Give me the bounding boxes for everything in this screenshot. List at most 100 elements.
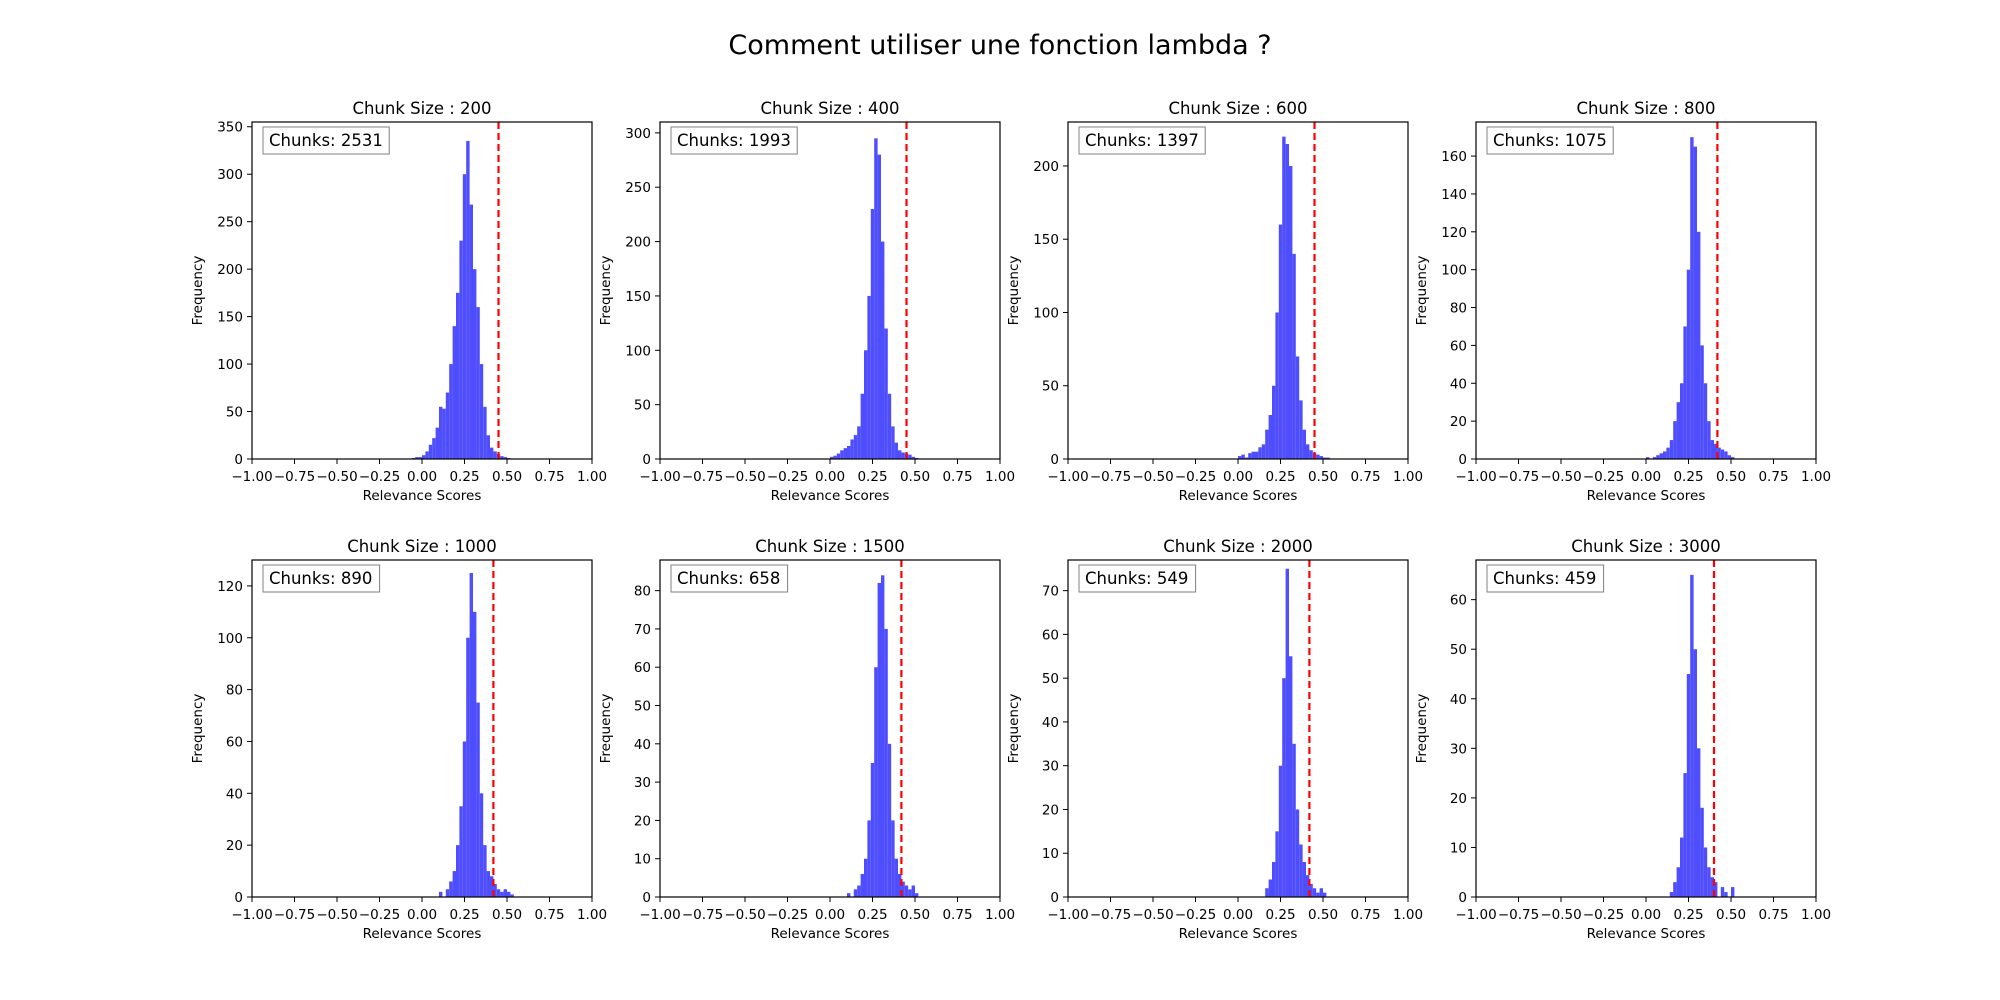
histogram-bar (830, 456, 834, 459)
y-tick-label: 70 (634, 622, 651, 638)
histogram-bar (476, 307, 480, 459)
x-tick-label: −1.00 (1047, 469, 1088, 485)
histogram-bar (1309, 450, 1313, 459)
y-tick-label: 80 (1450, 301, 1467, 317)
histogram-bar (1268, 415, 1272, 459)
histogram-panel: −1.00 −0.75 −0.50 −0.25 0.00 0.25 0.50 0.75 1.00… (1006, 99, 1423, 504)
y-tick-label: 200 (217, 262, 243, 278)
y-tick-label: 160 (1441, 149, 1467, 165)
histogram-bar (449, 881, 453, 897)
histogram-bar (1680, 383, 1684, 459)
x-tick-label: 0.75 (942, 907, 972, 923)
histogram-bar (452, 326, 456, 459)
y-tick-label: 250 (217, 215, 243, 231)
x-tick-label: −0.75 (1498, 907, 1539, 923)
histogram-bar (493, 451, 497, 459)
x-tick-label: 0.00 (815, 907, 845, 923)
chunk-count-label: Chunks: 2531 (269, 131, 383, 150)
histogram-bar (435, 427, 439, 459)
chunk-count-box (1486, 126, 1614, 155)
y-tick-label: 140 (1441, 187, 1467, 203)
x-tick-label: −0.75 (1498, 469, 1539, 485)
histogram-bar (1316, 454, 1320, 459)
plot-frame (251, 121, 593, 460)
x-tick-label: 0.75 (1350, 469, 1380, 485)
histogram-bar (1289, 656, 1293, 897)
histogram-bar (1319, 888, 1323, 897)
y-tick-label: 60 (634, 660, 651, 676)
y-tick-label: 80 (634, 584, 651, 600)
histogram-bar (1278, 224, 1283, 459)
histogram-bar (915, 893, 919, 897)
x-tick-label: 0.25 (857, 469, 887, 485)
y-tick-label: 350 (217, 120, 243, 136)
histogram-bar (1669, 892, 1674, 897)
y-tick-label: 80 (226, 683, 243, 699)
histogram-bar (874, 667, 878, 897)
histogram-bar (1700, 807, 1704, 897)
x-tick-label: 0.50 (900, 469, 930, 485)
histogram-bar (904, 885, 909, 897)
y-tick-label: 10 (634, 852, 651, 868)
histogram-bar (425, 451, 429, 459)
histogram-bar (483, 406, 487, 459)
histogram-bar (870, 208, 875, 459)
histogram-bar (1282, 678, 1286, 897)
histogram-bar (901, 881, 905, 897)
x-tick-label: −1.00 (1455, 469, 1496, 485)
histogram-bar (486, 871, 490, 897)
y-tick-label: 0 (1050, 890, 1059, 906)
histogram-panel: −1.00 −0.75 −0.50 −0.25 0.00 0.25 0.50 0.75 1.00… (190, 99, 607, 504)
histogram-bar (853, 435, 858, 459)
histogram-bar (452, 871, 456, 897)
y-tick-label: 20 (634, 813, 651, 829)
x-tick-label: −0.75 (1090, 469, 1131, 485)
x-axis-label: Relevance Scores (771, 926, 890, 942)
histogram-bar (911, 885, 915, 897)
histogram-bar (853, 889, 858, 897)
histogram-bar (1673, 882, 1677, 897)
histogram-bar (1258, 447, 1262, 459)
histogram-panel: −1.00 −0.75 −0.50 −0.25 0.00 0.25 0.50 0.75 1.00… (1006, 537, 1423, 942)
histogram-bar (884, 628, 888, 897)
histogram-panel: −1.00 −0.75 −0.50 −0.25 0.00 0.25 0.50 0.75 1.00… (1414, 99, 1831, 504)
x-tick-label: 0.25 (1673, 907, 1703, 923)
chunk-count-box (1078, 564, 1197, 593)
x-tick-label: 1.00 (1393, 907, 1423, 923)
histogram-bar (1265, 429, 1269, 459)
x-tick-label: −0.50 (1132, 469, 1173, 485)
chunk-count-box (1078, 126, 1206, 155)
x-tick-label: 0.50 (1716, 907, 1746, 923)
histogram-bar (1309, 883, 1313, 897)
histogram-bar (1261, 444, 1266, 459)
histogram-bar (1703, 383, 1708, 459)
histogram-panel: −1.00 −0.75 −0.50 −0.25 0.00 0.25 0.50 0.75 1.00… (598, 99, 1015, 504)
histogram-panel: −1.00 −0.75 −0.50 −0.25 0.00 0.25 0.50 0.75 1.00… (190, 537, 607, 942)
x-axis-label: Relevance Scores (771, 488, 890, 504)
y-tick-label: 50 (1042, 379, 1059, 395)
x-tick-label: 0.75 (1350, 907, 1380, 923)
plot-frame (1067, 559, 1409, 898)
x-tick-label: −0.25 (1583, 907, 1624, 923)
x-tick-label: 0.00 (407, 907, 437, 923)
y-tick-label: 100 (1441, 263, 1467, 279)
histogram-bar (510, 894, 514, 897)
x-tick-label: −1.00 (1455, 907, 1496, 923)
y-tick-label: 150 (1033, 232, 1059, 248)
histogram-bar (1686, 269, 1691, 459)
histogram-bar (891, 426, 895, 459)
histogram-bar (1717, 447, 1721, 459)
histogram-bar (881, 241, 885, 459)
histogram-bar (1238, 456, 1242, 459)
x-tick-label: 0.25 (449, 469, 479, 485)
subplot-title: Chunk Size : 800 (1576, 99, 1715, 118)
y-tick-label: 100 (217, 631, 243, 647)
chunk-count-label: Chunks: 1993 (677, 131, 791, 150)
x-axis-label: Relevance Scores (1179, 926, 1298, 942)
y-tick-label: 300 (217, 167, 243, 183)
histogram-bar (1731, 887, 1735, 897)
y-tick-label: 100 (217, 357, 243, 373)
histogram-bar (428, 444, 433, 459)
y-tick-label: 100 (1033, 305, 1059, 321)
x-tick-label: −0.50 (316, 907, 357, 923)
